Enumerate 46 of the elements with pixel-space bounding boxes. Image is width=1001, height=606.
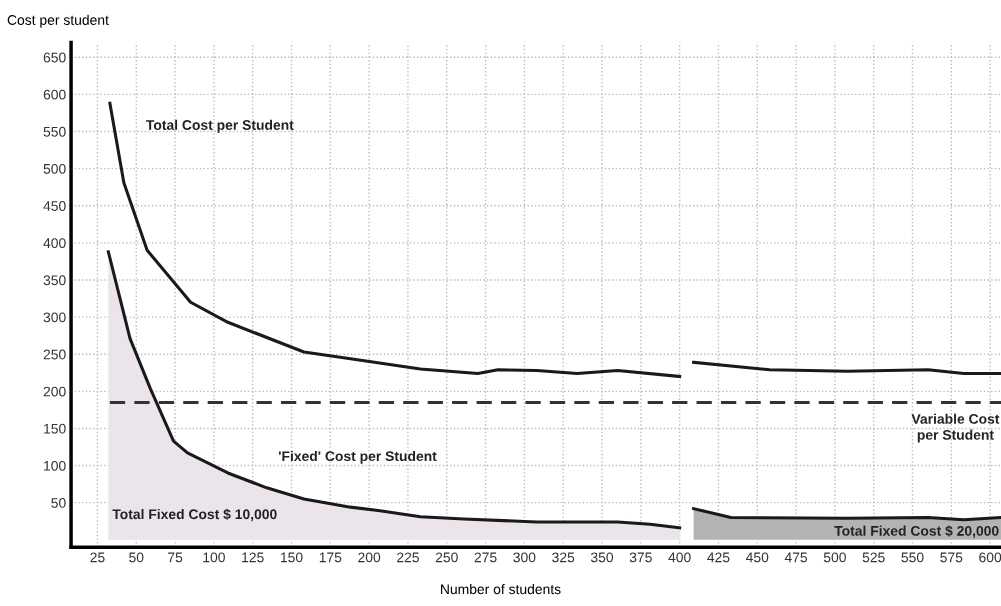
x-tick-label: 25 bbox=[90, 552, 105, 563]
annotation: Total Fixed Cost $ 20,000 bbox=[834, 525, 999, 538]
y-tick-label: 600 bbox=[43, 89, 66, 100]
x-tick-label: 200 bbox=[358, 552, 381, 563]
x-tick-label: 450 bbox=[746, 552, 769, 563]
line-series bbox=[108, 101, 682, 379]
line-series bbox=[692, 360, 1001, 376]
x-tick-label: 375 bbox=[629, 552, 652, 563]
y-tick-label: 450 bbox=[43, 201, 66, 211]
x-tick-label: 125 bbox=[242, 552, 264, 563]
annotation: 'Fixed' Cost per Student bbox=[278, 450, 437, 464]
y-tick-label: 100 bbox=[44, 460, 66, 471]
x-tick-label: 75 bbox=[168, 552, 183, 563]
x-tick-label: 350 bbox=[590, 552, 614, 563]
annotation: Variable Cost per Student bbox=[911, 413, 1000, 443]
x-tick-label: 300 bbox=[513, 552, 536, 563]
x-tick-label: 525 bbox=[862, 552, 885, 563]
x-tick-label: 550 bbox=[901, 552, 924, 563]
y-tick-label: 350 bbox=[43, 275, 66, 286]
x-tick-label: 250 bbox=[435, 552, 458, 563]
x-tick-label: 275 bbox=[474, 552, 497, 563]
y-axis-title: Cost per student bbox=[7, 14, 109, 28]
x-tick-label: 575 bbox=[940, 552, 963, 563]
y-tick-label: 250 bbox=[43, 349, 66, 360]
y-tick-label: 150 bbox=[44, 423, 66, 434]
x-tick-label: 400 bbox=[668, 552, 691, 563]
y-tick-label: 400 bbox=[43, 238, 66, 249]
x-tick-label: 150 bbox=[281, 552, 303, 563]
y-tick-label: 650 bbox=[43, 52, 66, 63]
y-tick-label: 300 bbox=[43, 312, 66, 323]
y-tick-label: 500 bbox=[43, 163, 66, 174]
x-tick-label: 100 bbox=[203, 552, 225, 563]
x-axis-title: Number of students bbox=[441, 583, 561, 595]
y-tick-label: 200 bbox=[43, 386, 66, 397]
x-tick-label: 175 bbox=[319, 552, 342, 563]
x-tick-label: 600 bbox=[979, 552, 1001, 563]
x-tick-label: 225 bbox=[397, 552, 419, 563]
x-tick-label: 325 bbox=[552, 552, 575, 563]
annotation: Total Cost per Student bbox=[146, 119, 294, 133]
y-tick-label: 50 bbox=[51, 498, 66, 508]
annotation: Total Fixed Cost $ 10,000 bbox=[112, 508, 277, 522]
x-tick-label: 475 bbox=[784, 552, 808, 563]
y-tick-label: 550 bbox=[43, 126, 66, 137]
x-tick-label: 500 bbox=[823, 552, 846, 563]
x-tick-label: 50 bbox=[129, 552, 144, 563]
x-tick-label: 425 bbox=[707, 552, 730, 563]
